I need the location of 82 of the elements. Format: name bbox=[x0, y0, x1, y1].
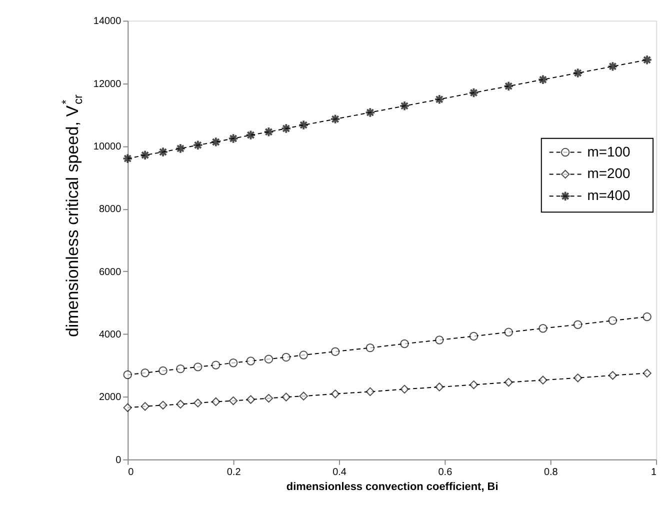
point bbox=[299, 392, 308, 400]
point bbox=[282, 124, 291, 133]
x-tick-label: 0.6 bbox=[438, 466, 453, 478]
legend-label: m=100 bbox=[587, 143, 631, 160]
point bbox=[194, 140, 202, 150]
point bbox=[264, 394, 274, 403]
point bbox=[366, 108, 375, 117]
point bbox=[400, 384, 409, 394]
point bbox=[469, 88, 478, 98]
y-tick-label: 12000 bbox=[93, 78, 122, 90]
point bbox=[608, 371, 618, 380]
point bbox=[504, 82, 513, 91]
point bbox=[176, 364, 185, 374]
point bbox=[123, 370, 132, 380]
point bbox=[228, 358, 238, 368]
point bbox=[246, 356, 256, 366]
point bbox=[573, 374, 582, 382]
x-tick-label: 0 bbox=[128, 466, 134, 478]
point bbox=[469, 380, 478, 390]
point bbox=[282, 352, 291, 362]
point bbox=[299, 120, 308, 130]
point bbox=[212, 360, 220, 370]
point bbox=[176, 400, 185, 409]
point bbox=[140, 150, 150, 160]
point bbox=[435, 382, 444, 392]
point bbox=[264, 354, 274, 364]
point bbox=[123, 154, 132, 163]
point bbox=[538, 324, 548, 333]
point bbox=[573, 320, 582, 329]
point bbox=[194, 398, 202, 408]
x-axis-title: dimensionless convection coefficient, Bi bbox=[286, 480, 498, 493]
point bbox=[246, 395, 256, 404]
x-tick-label: 0.8 bbox=[544, 466, 558, 478]
point bbox=[330, 114, 340, 124]
point bbox=[330, 347, 340, 356]
point bbox=[504, 378, 513, 387]
x-tick-label: 1 bbox=[651, 466, 657, 478]
point bbox=[469, 332, 478, 341]
point bbox=[330, 390, 340, 398]
point bbox=[212, 138, 220, 146]
point bbox=[264, 128, 274, 136]
point bbox=[158, 400, 168, 410]
y-tick-label: 10000 bbox=[93, 142, 122, 153]
point bbox=[538, 376, 548, 384]
y-tick-label: 0 bbox=[116, 454, 122, 466]
y-axis-title: dimensionless critical speed, V*cr bbox=[58, 94, 85, 338]
point bbox=[366, 387, 375, 396]
point bbox=[140, 368, 150, 378]
point bbox=[400, 102, 409, 110]
point bbox=[176, 144, 185, 153]
point bbox=[282, 392, 291, 402]
point bbox=[573, 68, 582, 78]
x-tick-label: 0.4 bbox=[332, 466, 347, 478]
point bbox=[608, 316, 618, 325]
point bbox=[299, 350, 308, 360]
point bbox=[435, 336, 444, 344]
point bbox=[608, 62, 618, 71]
point bbox=[228, 134, 238, 143]
point bbox=[642, 312, 652, 322]
y-tick-label: 8000 bbox=[98, 204, 122, 216]
legend-label: m=200 bbox=[587, 165, 631, 182]
point bbox=[642, 368, 652, 378]
point bbox=[158, 366, 168, 376]
point bbox=[228, 396, 238, 406]
legend-label: m=400 bbox=[587, 187, 631, 204]
point bbox=[123, 403, 132, 412]
y-tick-label: 14000 bbox=[93, 16, 122, 28]
point bbox=[538, 75, 548, 84]
y-tick-label: 2000 bbox=[98, 392, 122, 404]
point bbox=[212, 397, 220, 406]
y-tick-label: 6000 bbox=[98, 266, 122, 278]
point bbox=[642, 55, 652, 64]
point bbox=[435, 94, 444, 104]
point bbox=[158, 148, 168, 156]
point bbox=[140, 402, 150, 411]
point bbox=[194, 362, 202, 372]
point bbox=[366, 343, 375, 352]
point bbox=[400, 339, 409, 348]
point bbox=[504, 328, 513, 337]
point bbox=[246, 130, 256, 140]
y-tick-label: 4000 bbox=[98, 330, 122, 341]
x-tick-label: 0.2 bbox=[226, 466, 242, 478]
